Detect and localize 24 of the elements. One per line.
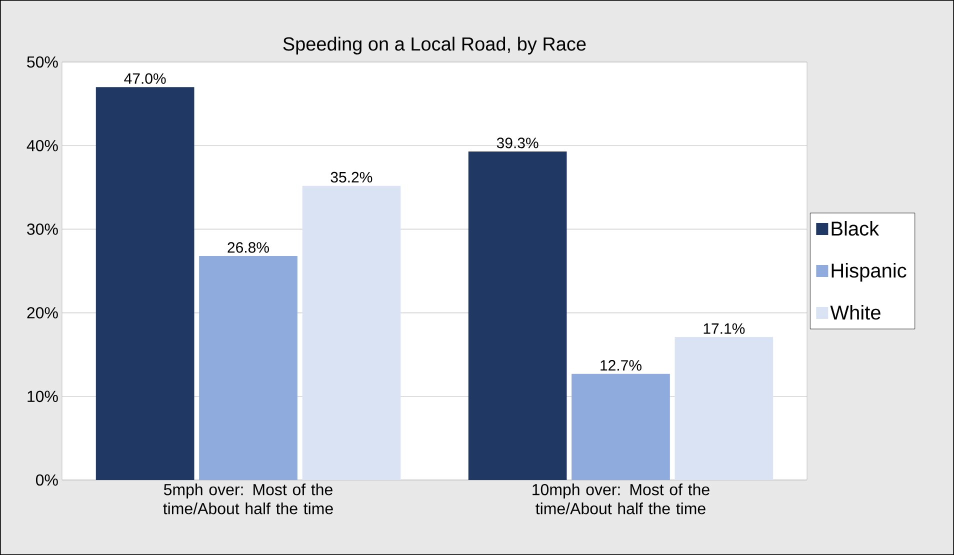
legend-label: White [830,304,880,320]
bar [302,186,401,480]
y-tick-label: 40% [26,140,58,152]
y-tick-label: 30% [27,224,58,235]
chart-title: Speeding on a Local Road, by Race [283,36,586,54]
data-label: 26.8% [228,242,269,253]
x-tick-label: 10mph over: Most of the time/About half the time [532,484,710,514]
bar [468,151,567,480]
data-label: 17.1% [704,323,745,334]
y-tick-label: 20% [27,307,58,318]
bar [199,256,298,480]
data-label: 12.7% [600,360,642,371]
y-tick-label: 50% [27,56,58,68]
legend-label: Hispanic [832,263,906,282]
x-tick-label: 5mph over: Most of the time/About half the time [163,484,333,514]
y-tick-label: 0% [36,474,58,486]
bar [96,87,194,480]
data-label: 47.0% [124,73,166,84]
bar [572,374,670,480]
data-label: 39.3% [496,138,538,148]
bar [674,337,774,480]
y-tick-label: 10% [28,390,58,402]
data-label: 35.2% [330,172,372,183]
legend-label: Black [832,221,880,236]
